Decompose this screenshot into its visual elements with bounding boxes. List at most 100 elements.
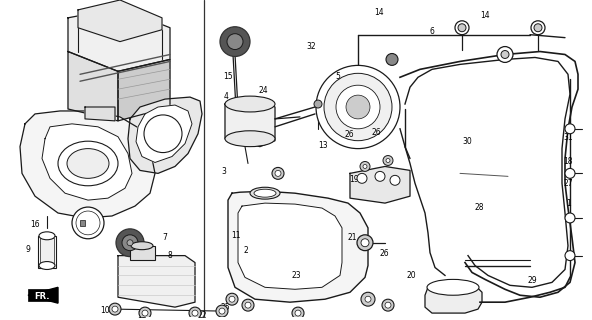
Circle shape xyxy=(383,156,393,165)
Ellipse shape xyxy=(131,242,153,250)
Circle shape xyxy=(382,299,394,311)
Circle shape xyxy=(361,239,369,247)
Polygon shape xyxy=(68,52,118,121)
Circle shape xyxy=(501,51,509,59)
Circle shape xyxy=(227,34,243,50)
Circle shape xyxy=(112,306,118,312)
Bar xyxy=(38,236,56,268)
Circle shape xyxy=(385,302,391,308)
Polygon shape xyxy=(20,111,155,218)
Text: 7: 7 xyxy=(163,233,168,242)
Text: 13: 13 xyxy=(318,141,327,150)
Circle shape xyxy=(76,211,100,235)
Circle shape xyxy=(390,175,400,185)
Text: 25: 25 xyxy=(220,303,230,312)
Text: 2: 2 xyxy=(243,246,248,255)
Circle shape xyxy=(534,24,542,32)
Text: 17: 17 xyxy=(239,137,249,146)
Text: 6: 6 xyxy=(430,27,435,36)
Text: 23: 23 xyxy=(291,271,301,280)
Text: 32: 32 xyxy=(306,43,316,52)
Text: 11: 11 xyxy=(231,231,240,240)
Circle shape xyxy=(292,307,304,319)
Circle shape xyxy=(295,310,301,316)
Circle shape xyxy=(122,235,138,251)
Text: 9: 9 xyxy=(25,245,30,254)
Circle shape xyxy=(245,302,251,308)
Circle shape xyxy=(565,168,575,178)
Circle shape xyxy=(192,310,198,316)
Polygon shape xyxy=(85,107,115,121)
Polygon shape xyxy=(68,8,170,71)
Bar xyxy=(130,246,155,260)
Text: 29: 29 xyxy=(528,276,538,285)
Polygon shape xyxy=(118,60,170,121)
Text: 15: 15 xyxy=(223,72,233,81)
Circle shape xyxy=(336,85,380,129)
Text: 12: 12 xyxy=(137,310,147,320)
Text: 18: 18 xyxy=(564,157,573,166)
Bar xyxy=(40,238,54,266)
Circle shape xyxy=(375,172,385,181)
Circle shape xyxy=(361,292,375,306)
Ellipse shape xyxy=(254,189,276,197)
Text: 14: 14 xyxy=(374,8,384,17)
Text: 1: 1 xyxy=(566,199,571,208)
Circle shape xyxy=(363,164,367,168)
Circle shape xyxy=(365,296,371,302)
Polygon shape xyxy=(78,0,162,42)
Text: 16: 16 xyxy=(30,220,40,229)
Circle shape xyxy=(314,100,322,108)
Bar xyxy=(80,220,85,226)
Circle shape xyxy=(229,296,235,302)
Circle shape xyxy=(189,307,201,319)
Text: 26: 26 xyxy=(371,128,381,137)
Circle shape xyxy=(242,299,254,311)
Text: FR.: FR. xyxy=(34,292,50,301)
Polygon shape xyxy=(136,105,192,163)
Text: 24: 24 xyxy=(259,86,268,95)
Circle shape xyxy=(386,158,390,163)
Circle shape xyxy=(275,171,281,176)
Ellipse shape xyxy=(39,261,55,269)
Polygon shape xyxy=(350,166,410,203)
Text: 28: 28 xyxy=(475,203,484,212)
Text: 4: 4 xyxy=(224,92,229,101)
Circle shape xyxy=(458,24,466,32)
Circle shape xyxy=(72,207,104,239)
Circle shape xyxy=(220,27,250,56)
Text: 3: 3 xyxy=(221,167,226,176)
Circle shape xyxy=(109,303,121,315)
Text: 19: 19 xyxy=(349,175,359,184)
Text: 31: 31 xyxy=(564,133,573,142)
Circle shape xyxy=(565,251,575,260)
Text: 27: 27 xyxy=(564,180,573,188)
Ellipse shape xyxy=(58,141,118,186)
Circle shape xyxy=(116,229,144,257)
Text: 14: 14 xyxy=(481,11,490,20)
Circle shape xyxy=(216,305,228,317)
Ellipse shape xyxy=(427,279,479,295)
Circle shape xyxy=(139,307,151,319)
Circle shape xyxy=(360,162,370,172)
Text: 7: 7 xyxy=(231,37,236,46)
Circle shape xyxy=(316,65,400,148)
Text: 10: 10 xyxy=(100,306,110,315)
Text: 5: 5 xyxy=(335,72,340,81)
Polygon shape xyxy=(425,283,482,313)
Ellipse shape xyxy=(39,232,55,240)
Text: 26: 26 xyxy=(380,249,390,258)
Polygon shape xyxy=(225,99,275,147)
Polygon shape xyxy=(118,256,195,307)
Circle shape xyxy=(357,173,367,183)
Circle shape xyxy=(219,308,225,314)
Circle shape xyxy=(455,21,469,35)
Circle shape xyxy=(357,235,373,251)
Circle shape xyxy=(565,213,575,223)
Ellipse shape xyxy=(225,96,275,112)
Circle shape xyxy=(324,73,392,141)
Text: 20: 20 xyxy=(407,271,416,280)
Text: 26: 26 xyxy=(345,130,354,139)
Circle shape xyxy=(386,53,398,65)
Circle shape xyxy=(127,240,133,246)
